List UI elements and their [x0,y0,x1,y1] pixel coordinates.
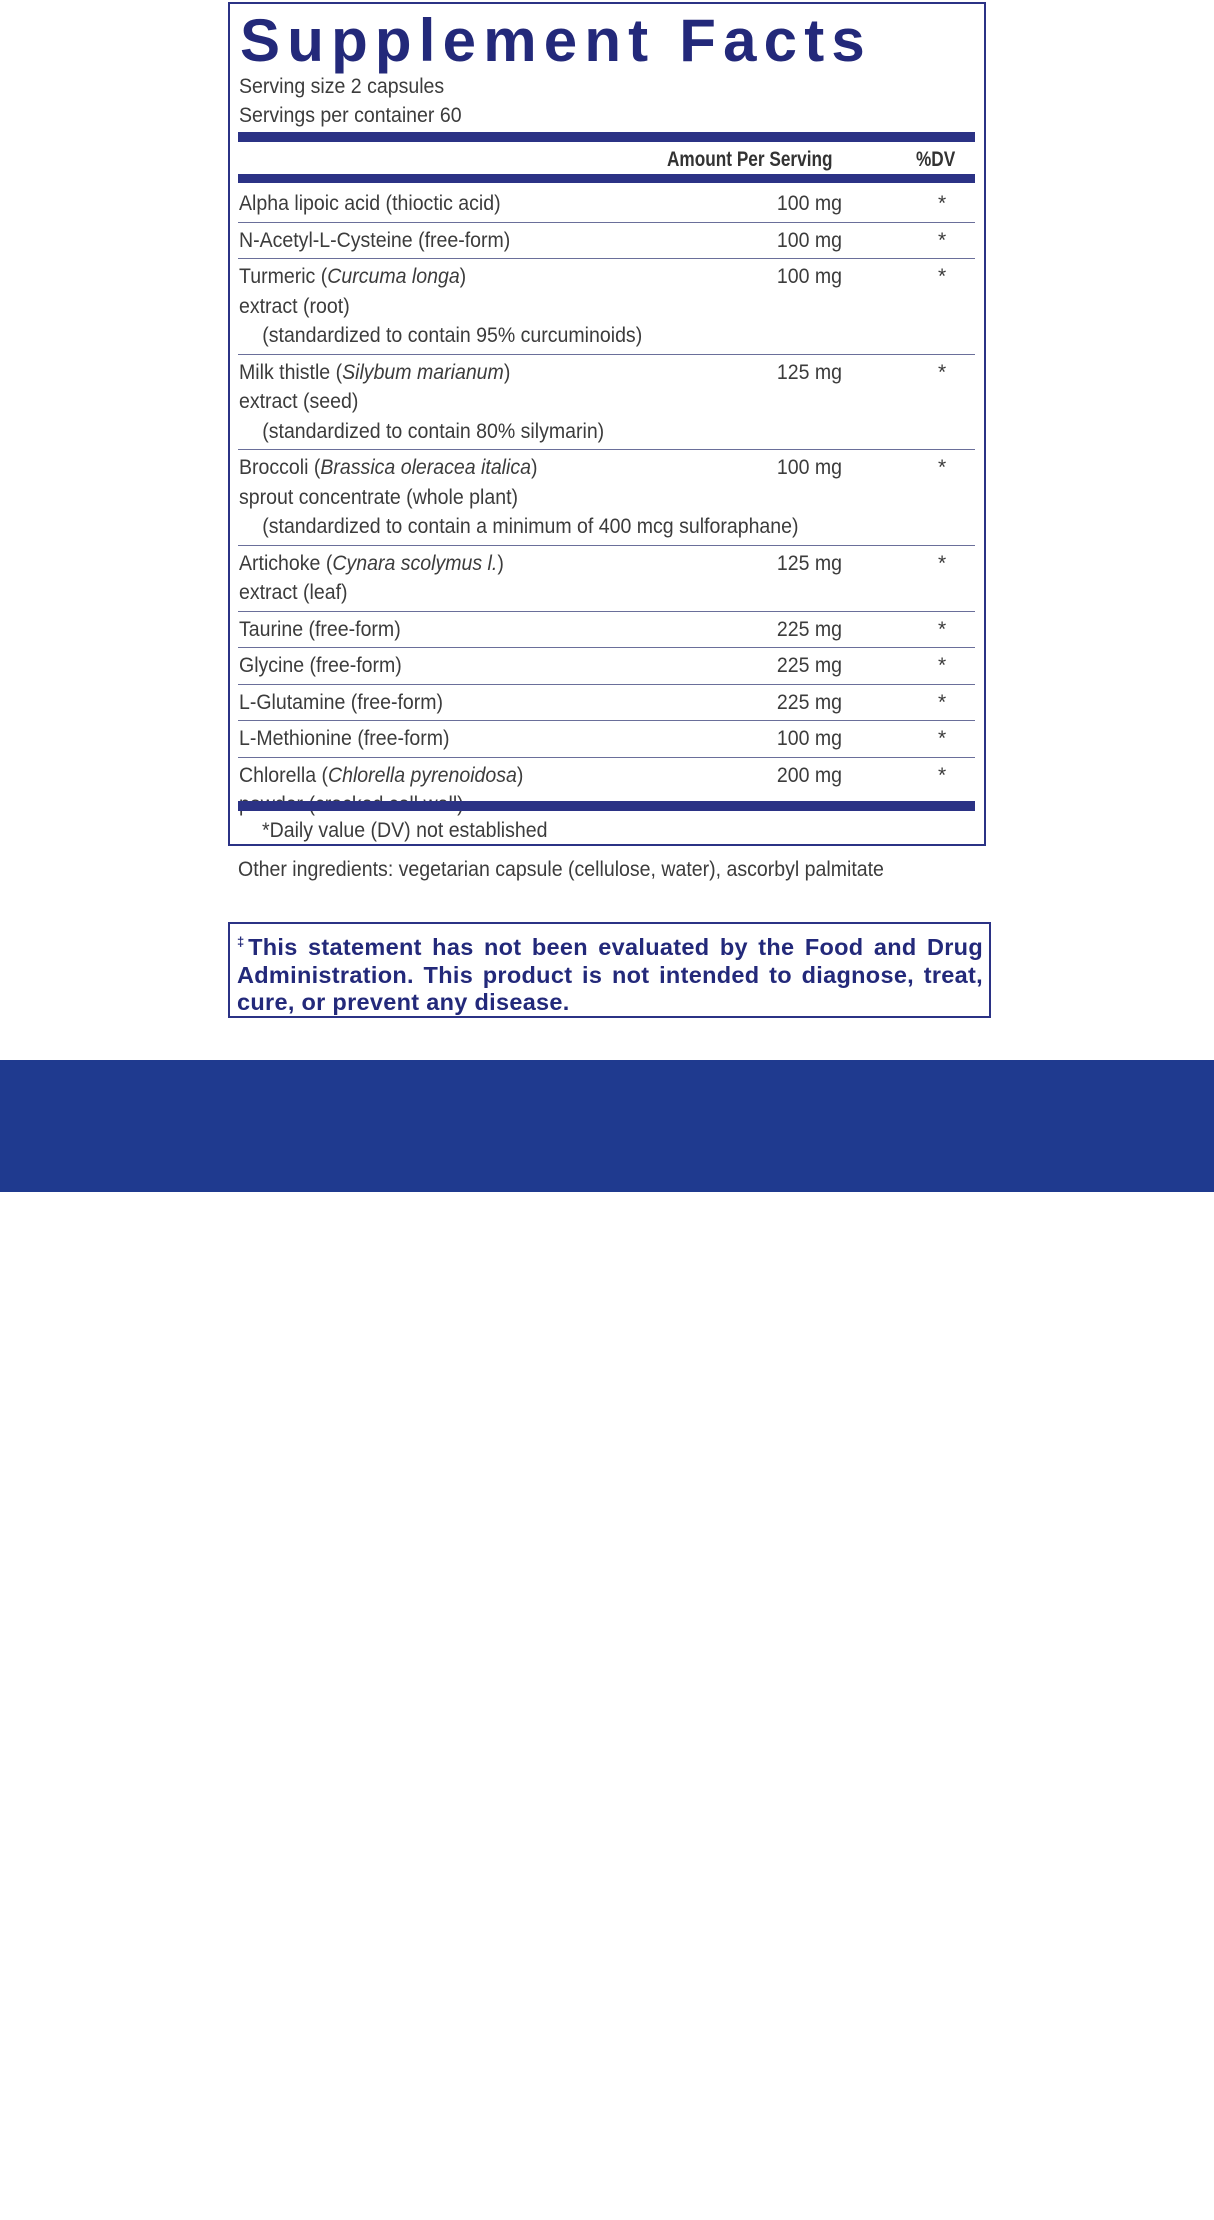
ingredient-line: Taurine (free-form) [239,615,923,645]
botanical-name: Brassica oleracea italica [320,456,531,479]
amount-per-serving: 100 mg [776,727,842,750]
ingredient-text: N-Acetyl-L-Cysteine (free-form) [239,228,511,252]
ingredient-line: Milk thistle (Silybum marianum) [239,358,923,388]
amount-per-serving: 100 mg [776,456,842,479]
fda-disclaimer: ‡This statement has not been evaluated b… [228,922,991,1018]
pure-encapsulations-logo: pure encapsulations ® [950,2145,1111,2220]
nutrient-table: Alpha lipoic acid (thioctic acid) 100 mg *… [238,186,975,823]
daily-value: * [938,192,947,215]
daily-value: * [938,360,947,384]
table-row: N-Acetyl-L-Cysteine (free-form) 100 mg * [238,223,975,259]
daily-value: * [938,228,947,252]
ingredient-text: sprout concentrate (whole plant) [239,485,518,509]
table-row: Artichoke (Cynara scolymus l.) extract (l… [238,546,975,612]
ingredient-text: extract (seed) [239,390,359,413]
ingredient-line: Glycine (free-form) [239,651,923,681]
ingredient-text: ) [497,551,504,575]
daily-value: * [938,727,947,750]
ingredient-text: L-Glutamine (free-form) [239,690,444,714]
registered-mark: ® [1095,2190,1104,2201]
divider-thick [238,132,975,142]
botanical-name: Cynara scolymus l. [332,551,498,575]
ingredient-line: Broccoli (Brassica oleracea italica) [239,453,923,483]
daily-value: * [938,456,947,479]
ingredient-text: ) [530,456,538,479]
brand-footer: pure encapsulations ® [0,1060,1214,2219]
serving-size: Serving size 2 capsules [239,75,445,98]
table-row: Alpha lipoic acid (thioctic acid) 100 mg * [238,186,975,223]
ingredient-line: Alpha lipoic acid (thioctic acid) [239,189,923,219]
table-row: Glycine (free-form) 225 mg * [238,648,975,685]
amount-per-serving: 125 mg [776,360,842,384]
disclaimer-text: This statement has not been evaluated by… [237,934,983,1015]
amount-per-serving: 100 mg [776,265,842,288]
amount-per-serving: 225 mg [776,654,842,677]
logo-subtitle: encapsulations [950,2198,1096,2219]
ingredient-text: ) [459,265,467,288]
ingredient-text: (standardized to contain 95% curcuminoid… [262,324,643,347]
table-row: Milk thistle (Silybum marianum) extract (… [238,355,975,450]
ingredient-text: Glycine (free-form) [239,654,402,677]
botanical-name: Silybum marianum [342,360,504,384]
ingredient-text: L-Methionine (free-form) [239,727,450,750]
table-row: Turmeric (Curcuma longa) extract (root) (s… [238,259,975,355]
ingredient-text: (standardized to contain a minimum of 40… [262,515,799,538]
ingredient-line: (standardized to contain 95% curcuminoid… [239,321,923,351]
ingredient-text: Alpha lipoic acid (thioctic acid) [239,192,501,215]
double-dagger-mark: ‡ [237,934,249,949]
amount-per-serving: 200 mg [776,763,842,787]
daily-value: * [938,551,947,575]
daily-value: * [938,763,947,787]
panel-title: Supplement Facts [240,7,872,74]
ingredient-line: Turmeric (Curcuma longa) [239,262,923,292]
ingredient-line: sprout concentrate (whole plant) [239,483,923,513]
daily-value: * [938,265,947,288]
amount-per-serving: 225 mg [776,617,842,641]
column-header-dv: %DV [916,148,956,171]
dv-footnote: *Daily value (DV) not established [262,819,548,842]
table-row: L-Methionine (free-form) 100 mg * [238,721,975,758]
ingredient-text: Milk thistle ( [239,360,343,384]
ingredient-text: Artichoke ( [239,551,333,575]
divider-thick [238,801,975,811]
ingredient-line: Chlorella (Chlorella pyrenoidosa) [239,761,923,791]
ingredient-line: (standardized to contain 80% silymarin) [239,417,923,447]
ingredient-text: (standardized to contain 80% silymarin) [262,419,605,443]
ingredient-line: extract (seed) [239,387,923,417]
daily-value: * [938,690,947,714]
ingredient-line: (standardized to contain a minimum of 40… [239,512,923,542]
column-header-amount: Amount Per Serving [667,148,833,171]
ingredient-line: extract (root) [239,292,923,322]
ingredient-text: ) [516,763,524,787]
divider-thick [238,174,975,183]
table-row: L-Glutamine (free-form) 225 mg * [238,685,975,721]
botanical-name: Curcuma longa [327,265,460,288]
amount-per-serving: 125 mg [776,551,842,575]
ingredient-line: Artichoke (Cynara scolymus l.) [239,549,923,579]
servings-per-container: Servings per container 60 [239,104,462,127]
daily-value: * [938,617,947,641]
table-row: Broccoli (Brassica oleracea italica) spro… [238,450,975,546]
daily-value: * [938,654,947,677]
ingredient-text: extract (leaf) [239,581,348,604]
table-row: Chlorella (Chlorella pyrenoidosa)powder … [238,758,975,823]
ingredient-text: ) [503,360,511,384]
botanical-name: Chlorella pyrenoidosa [328,763,517,787]
amount-per-serving: 100 mg [776,192,842,215]
amount-per-serving: 225 mg [776,690,842,714]
ingredient-line: L-Methionine (free-form) [239,724,923,754]
other-ingredients: Other ingredients: vegetarian capsule (c… [238,858,884,881]
ingredient-line: N-Acetyl-L-Cysteine (free-form) [239,226,923,256]
table-row: Taurine (free-form) 225 mg * [238,612,975,648]
ingredient-text: Chlorella ( [239,763,329,787]
ingredient-text: Turmeric ( [239,265,328,288]
ingredient-line: extract (leaf) [239,578,923,608]
supplement-facts-panel: Supplement Facts Serving size 2 capsules… [228,2,986,846]
ingredient-text: extract (root) [239,294,350,318]
ingredient-text: Broccoli ( [239,456,321,479]
logo-name: pure [957,2141,1111,2206]
ingredient-line: L-Glutamine (free-form) [239,688,923,718]
ingredient-text: Taurine (free-form) [239,617,401,641]
amount-per-serving: 100 mg [776,228,842,252]
